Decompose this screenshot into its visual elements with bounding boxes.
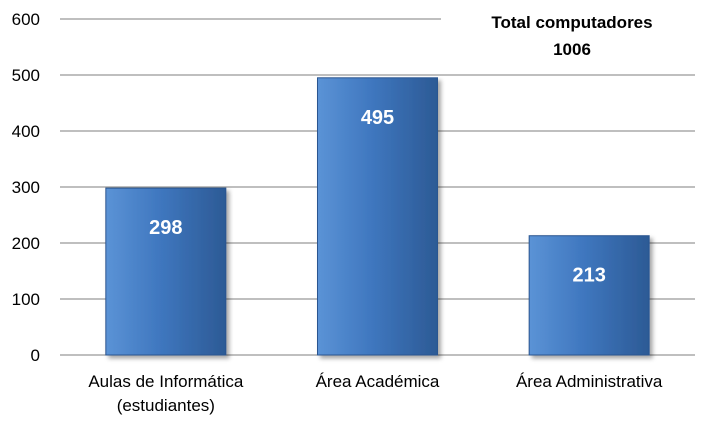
bar xyxy=(105,187,227,356)
y-tick-label: 300 xyxy=(12,178,40,197)
y-tick-label: 200 xyxy=(12,234,40,253)
x-category-label: (estudiantes) xyxy=(117,396,215,415)
y-tick-label: 400 xyxy=(12,122,40,141)
bar xyxy=(528,235,650,356)
annotation-line-2: 1006 xyxy=(553,40,591,59)
y-tick-label: 0 xyxy=(31,346,40,365)
x-category-label: Aulas de Informática xyxy=(88,372,244,391)
y-tick-label: 600 xyxy=(12,10,40,29)
bars xyxy=(105,77,650,356)
bar xyxy=(317,77,438,356)
y-axis-tick-labels: 0 100 200 300 400 500 600 xyxy=(12,10,40,365)
annotation-line-1: Total computadores xyxy=(491,13,652,32)
data-labels: 298 495 213 xyxy=(149,107,606,287)
x-category-label: Área Académica xyxy=(316,372,440,391)
y-tick-label: 500 xyxy=(12,66,40,85)
bar-data-label: 495 xyxy=(361,107,394,129)
total-annotation: Total computadores 1006 xyxy=(491,13,652,59)
bar-data-label: 213 xyxy=(572,265,605,287)
bar-data-label: 298 xyxy=(149,217,182,239)
y-tick-label: 100 xyxy=(12,290,40,309)
x-axis-category-labels: Aulas de Informática (estudiantes) Área Ac… xyxy=(88,372,663,415)
x-category-label: Área Administrativa xyxy=(516,372,663,391)
